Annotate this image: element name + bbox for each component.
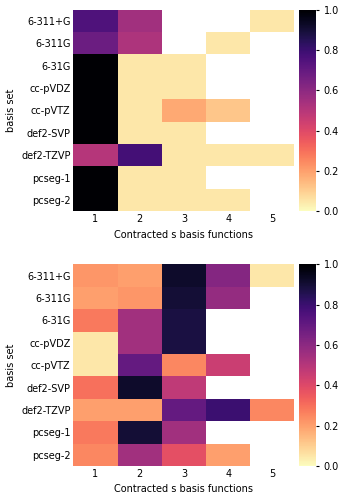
Bar [250,354,295,376]
Bar [162,77,206,99]
Bar [250,189,295,211]
Bar [118,54,162,77]
Bar [162,422,206,444]
Bar [73,10,118,32]
Bar [162,99,206,122]
Bar [250,122,295,144]
Bar [250,309,295,332]
Bar [250,332,295,354]
Bar [206,166,250,189]
Bar [162,444,206,466]
Bar [118,354,162,376]
Bar [162,10,206,32]
Bar [118,32,162,54]
Bar [118,399,162,421]
Bar [73,287,118,309]
Bar [250,32,295,54]
Bar [73,54,118,77]
Bar [118,422,162,444]
Bar [250,54,295,77]
Bar [206,10,250,32]
Bar [118,144,162,167]
Bar [162,189,206,211]
Bar [250,444,295,466]
Bar [118,166,162,189]
Bar [206,32,250,54]
Y-axis label: basis set: basis set [5,88,16,132]
Bar [206,354,250,376]
Bar [118,122,162,144]
Bar [118,77,162,99]
Bar [162,287,206,309]
Bar [118,444,162,466]
Bar [73,332,118,354]
Bar [162,166,206,189]
Bar [206,309,250,332]
Bar [162,309,206,332]
Bar [250,287,295,309]
Bar [162,144,206,167]
Bar [250,10,295,32]
Bar [73,444,118,466]
Bar [250,376,295,399]
Bar [73,99,118,122]
Bar [162,264,206,287]
Bar [206,376,250,399]
Bar [73,264,118,287]
Bar [206,144,250,167]
Bar [73,422,118,444]
Y-axis label: basis set: basis set [5,344,16,387]
Bar [162,54,206,77]
Bar [73,77,118,99]
Bar [206,99,250,122]
Bar [206,287,250,309]
Bar [73,376,118,399]
Bar [250,77,295,99]
Bar [73,144,118,167]
Bar [73,166,118,189]
Bar [250,144,295,167]
Bar [162,32,206,54]
Bar [250,422,295,444]
Bar [206,264,250,287]
Bar [206,77,250,99]
Bar [206,54,250,77]
Bar [162,122,206,144]
Bar [250,166,295,189]
Bar [118,99,162,122]
Bar [206,444,250,466]
Bar [206,122,250,144]
Bar [162,332,206,354]
Bar [118,287,162,309]
Bar [118,309,162,332]
Bar [162,376,206,399]
Bar [206,422,250,444]
Bar [206,189,250,211]
Bar [250,264,295,287]
Bar [73,122,118,144]
Bar [162,399,206,421]
Bar [118,376,162,399]
Bar [73,189,118,211]
Bar [118,10,162,32]
Bar [73,32,118,54]
Bar [250,99,295,122]
Bar [118,264,162,287]
Bar [118,332,162,354]
Bar [73,309,118,332]
X-axis label: Contracted s basis functions: Contracted s basis functions [115,484,253,494]
Bar [206,332,250,354]
Bar [162,354,206,376]
Bar [73,354,118,376]
Bar [250,399,295,421]
X-axis label: Contracted s basis functions: Contracted s basis functions [115,230,253,239]
Bar [118,189,162,211]
Bar [73,399,118,421]
Bar [206,399,250,421]
